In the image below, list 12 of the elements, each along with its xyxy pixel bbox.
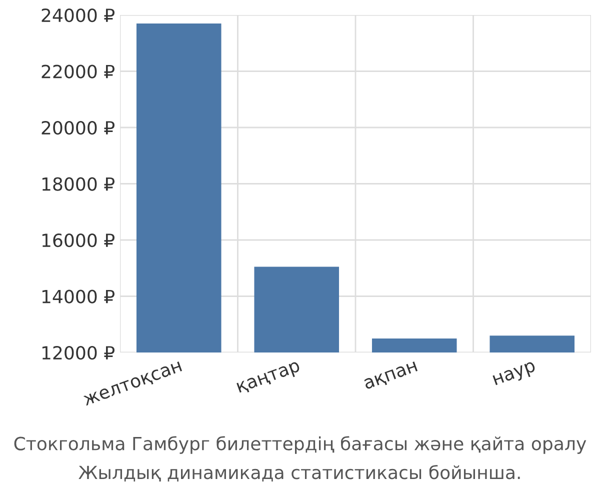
x-tick-label: наур	[492, 361, 538, 389]
text: Стокгольма Гамбург билеттердің бағасы және қайта оралу	[14, 436, 586, 454]
y-tick-label: 14000 ₽	[42, 290, 115, 304]
y-tick-label: 22000 ₽	[42, 64, 115, 78]
y-tick-label: 16000 ₽	[42, 233, 115, 248]
text: Жылдық динамикада статистикасы бойынша.	[78, 464, 520, 482]
y-tick-label: 20000 ₽	[42, 120, 115, 135]
y-tick-label: 12000 ₽	[42, 346, 115, 360]
x-tick-label: ақпан	[363, 361, 418, 392]
y-tick-label: 24000 ₽	[42, 8, 115, 22]
x-tick-label: қаңтар	[236, 361, 302, 396]
y-tick-label: 18000 ₽	[42, 177, 115, 191]
